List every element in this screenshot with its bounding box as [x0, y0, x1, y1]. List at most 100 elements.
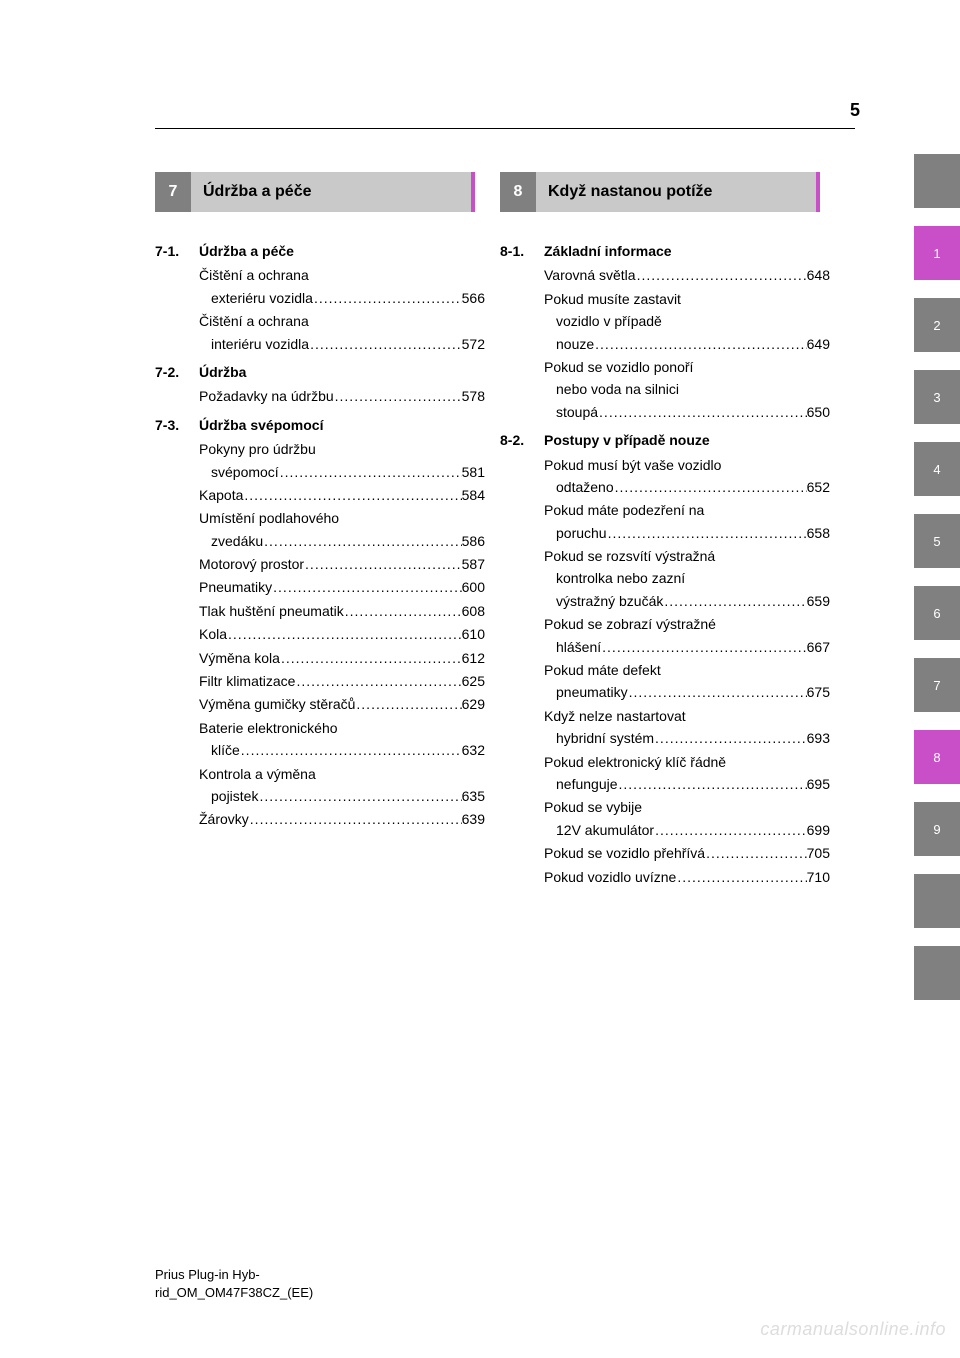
- toc-entry-page: 635: [462, 785, 485, 807]
- toc-entry: Čištění a ochranainteriéru vozidla .....…: [199, 310, 485, 355]
- subsection-num: 7-1.: [155, 240, 199, 262]
- toc-entry-line: Pokud se vybije: [544, 796, 830, 818]
- toc-entry-line: vozidlo v případě: [544, 310, 830, 332]
- section-8-num: 8: [500, 172, 536, 212]
- toc-entry-page: 650: [807, 401, 830, 423]
- toc-entry-last-line: Kola ...................................…: [199, 623, 485, 645]
- side-tab: 6: [914, 586, 960, 640]
- toc-entry: Filtr klimatizace ......................…: [199, 670, 485, 692]
- toc-entry: Varovná světla .........................…: [544, 264, 830, 286]
- toc-entry-last-line: výstražný bzučák .......................…: [544, 590, 830, 612]
- toc-entry: Pokud se vybije12V akumulátor ..........…: [544, 796, 830, 841]
- toc-entry-label: Varovná světla: [544, 264, 636, 286]
- toc-entry-label: Výměna kola: [199, 647, 280, 669]
- subsection-num: 7-3.: [155, 414, 199, 436]
- subsection-title: Údržba svépomocí: [199, 414, 485, 436]
- toc-entry: Pneumatiky .............................…: [199, 576, 485, 598]
- toc-entry-line: Čištění a ochrana: [199, 264, 485, 286]
- toc-dots: ........................................…: [618, 773, 807, 795]
- subsection: 7-3.Údržba svépomocíPokyny pro údržbusvé…: [155, 414, 485, 831]
- toc-entry-line: Kontrola a výměna: [199, 763, 485, 785]
- toc-dots: ........................................…: [227, 623, 462, 645]
- section-7-header: 7 Údržba a péče: [155, 172, 475, 212]
- toc-entry-page: 584: [462, 484, 485, 506]
- toc-entry-line: Baterie elektronického: [199, 717, 485, 739]
- subsection-title: Údržba: [199, 361, 485, 383]
- toc-entry-label: Pokud se vozidlo přehřívá: [544, 842, 705, 864]
- toc-entry-last-line: pojistek ...............................…: [199, 785, 485, 807]
- toc-entry: Požadavky na údržbu ....................…: [199, 385, 485, 407]
- toc-entry-page: 667: [807, 636, 830, 658]
- toc-entry-last-line: pneumatiky .............................…: [544, 681, 830, 703]
- section-8-title: Když nastanou potíže: [536, 172, 820, 212]
- subsection: 8-1.Základní informaceVarovná světla ...…: [500, 240, 830, 423]
- entries: Pokyny pro údržbusvépomocí .............…: [155, 438, 485, 831]
- toc-dots: ........................................…: [636, 264, 807, 286]
- toc-entry-last-line: odtaženo ...............................…: [544, 476, 830, 498]
- entries: Požadavky na údržbu ....................…: [155, 385, 485, 407]
- toc-entry: Pokud musí být vaše vozidloodtaženo ....…: [544, 454, 830, 499]
- section-8-header: 8 Když nastanou potíže: [500, 172, 820, 212]
- toc-entry-label: Tlak huštění pneumatik: [199, 600, 344, 622]
- column-left: 7-1.Údržba a péčeČištění a ochranaexteri…: [155, 240, 485, 837]
- toc-entry-page: 652: [807, 476, 830, 498]
- toc-entry-label: Pneumatiky: [199, 576, 272, 598]
- toc-entry-last-line: Požadavky na údržbu ....................…: [199, 385, 485, 407]
- toc-entry: Pokud se zobrazí výstražnéhlášení ......…: [544, 613, 830, 658]
- toc-entry-line: Pokud se zobrazí výstražné: [544, 613, 830, 635]
- toc-entry-label: exteriéru vozidla: [211, 287, 313, 309]
- toc-entry: Baterie elektronickéhoklíče ............…: [199, 717, 485, 762]
- toc-entry: Když nelze nastartovathybridní systém ..…: [544, 705, 830, 750]
- subsection-header: 7-2.Údržba: [155, 361, 485, 383]
- toc-entry-page: 658: [807, 522, 830, 544]
- side-tab: 8: [914, 730, 960, 784]
- toc-dots: ........................................…: [240, 739, 462, 761]
- toc-entry-label: klíče: [211, 739, 240, 761]
- toc-entry-label: Kola: [199, 623, 227, 645]
- toc-entry-line: Pokud máte podezření na: [544, 499, 830, 521]
- toc-entry-label: pojistek: [211, 785, 258, 807]
- toc-entry: Pokud se vozidlo ponořínebo voda na siln…: [544, 356, 830, 423]
- toc-entry-last-line: interiéru vozidla ......................…: [199, 333, 485, 355]
- toc-dots: ........................................…: [279, 461, 462, 483]
- toc-entry-label: Žárovky: [199, 808, 249, 830]
- toc-dots: ........................................…: [628, 681, 807, 703]
- toc-entry-line: Čištění a ochrana: [199, 310, 485, 332]
- toc-entry-line: Když nelze nastartovat: [544, 705, 830, 727]
- toc-entry: Výměna gumičky stěračů .................…: [199, 693, 485, 715]
- toc-entry-last-line: Kapota .................................…: [199, 484, 485, 506]
- toc-entry-label: hlášení: [556, 636, 601, 658]
- entries: Varovná světla .........................…: [500, 264, 830, 423]
- toc-entry-last-line: Pneumatiky .............................…: [199, 576, 485, 598]
- toc-entry-page: 625: [462, 670, 485, 692]
- toc-entry-page: 586: [462, 530, 485, 552]
- toc-dots: ........................................…: [614, 476, 807, 498]
- toc-entry-last-line: Filtr klimatizace ......................…: [199, 670, 485, 692]
- toc-entry-last-line: hybridní systém ........................…: [544, 727, 830, 749]
- toc-entry-last-line: Pokud vozidlo uvízne ...................…: [544, 866, 830, 888]
- toc-entry-label: výstražný bzučák: [556, 590, 663, 612]
- toc-entry-page: 639: [462, 808, 485, 830]
- toc-entry-page: 608: [462, 600, 485, 622]
- toc-dots: ........................................…: [654, 819, 807, 841]
- toc-entry-last-line: poruchu ................................…: [544, 522, 830, 544]
- toc-dots: ........................................…: [334, 385, 462, 407]
- toc-dots: ........................................…: [705, 842, 807, 864]
- toc-entry-line: kontrolka nebo zazní: [544, 567, 830, 589]
- toc-entry-page: 659: [807, 590, 830, 612]
- toc-entry-label: zvedáku: [211, 530, 263, 552]
- side-tab: 4: [914, 442, 960, 496]
- toc-entry-page: 648: [807, 264, 830, 286]
- toc-entry-page: 600: [462, 576, 485, 598]
- toc-dots: ........................................…: [280, 647, 462, 669]
- toc-entry-page: 572: [462, 333, 485, 355]
- footer-line-2: rid_OM_OM47F38CZ_(EE): [155, 1284, 313, 1302]
- toc-entry: Pokud máte defektpneumatiky ............…: [544, 659, 830, 704]
- footer-line-1: Prius Plug-in Hyb-: [155, 1266, 313, 1284]
- subsection-title: Postupy v případě nouze: [544, 429, 830, 451]
- toc-dots: ........................................…: [594, 333, 806, 355]
- toc-dots: ........................................…: [258, 785, 461, 807]
- toc-entry-label: Motorový prostor: [199, 553, 304, 575]
- toc-entry-last-line: Varovná světla .........................…: [544, 264, 830, 286]
- side-tab: 3: [914, 370, 960, 424]
